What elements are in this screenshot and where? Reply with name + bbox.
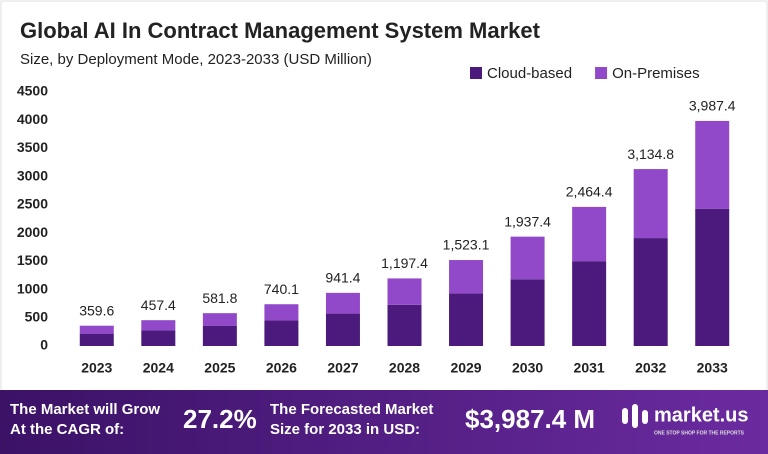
y-tick-label: 3000 <box>17 167 48 183</box>
y-tick-label: 1500 <box>17 252 48 268</box>
bar-segment <box>449 293 484 346</box>
y-tick-label: 2500 <box>17 196 48 212</box>
y-tick-label: 0 <box>40 337 48 353</box>
bar-segment <box>387 278 422 305</box>
bar-segment <box>695 120 730 209</box>
x-tick-label: 2030 <box>512 360 543 376</box>
forecast-text: Size for 2033 in USD: <box>270 421 420 438</box>
total-label: 581.8 <box>202 290 237 306</box>
bar-segment <box>202 325 237 346</box>
bar-segment <box>79 333 114 346</box>
total-label: 1,197.4 <box>381 255 428 271</box>
chart-subtitle: Size, by Deployment Mode, 2023-2033 (USD… <box>20 51 372 68</box>
y-tick-label: 2000 <box>17 224 48 240</box>
bar-segment <box>572 261 607 346</box>
cagr-text: At the CAGR of: <box>10 421 124 438</box>
legend-label: On-Premises <box>612 65 700 82</box>
x-tick-label: 2025 <box>204 360 235 376</box>
x-tick-label: 2031 <box>574 360 605 376</box>
bar-segment <box>695 208 730 346</box>
total-label: 3,134.8 <box>627 146 674 162</box>
brand-name: market.us <box>654 404 749 426</box>
total-label: 3,987.4 <box>689 98 736 114</box>
x-tick-label: 2023 <box>81 360 112 376</box>
bar-segment <box>449 260 484 294</box>
x-tick-label: 2026 <box>266 360 297 376</box>
x-tick-label: 2033 <box>697 360 728 376</box>
bar-segment <box>325 292 360 314</box>
y-tick-label: 500 <box>25 308 49 324</box>
brand-logo <box>622 404 648 428</box>
brand-tagline: ONE STOP SHOP FOR THE REPORTS <box>654 430 745 436</box>
x-tick-label: 2028 <box>389 360 420 376</box>
bar-segment <box>387 304 422 346</box>
x-tick-label: 2032 <box>635 360 666 376</box>
bar-segment <box>141 320 176 331</box>
bar-segment <box>510 279 545 346</box>
bar-segment <box>202 313 237 326</box>
forecast-text: The Forecasted Market <box>270 401 433 418</box>
bar-segment <box>572 206 607 262</box>
total-label: 457.4 <box>141 297 176 313</box>
bar-segment <box>141 330 176 346</box>
bar-segment <box>633 238 668 346</box>
total-label: 740.1 <box>264 281 299 297</box>
total-label: 1,937.4 <box>504 213 551 229</box>
forecast-value: $3,987.4 M <box>465 404 595 434</box>
legend-swatch <box>595 67 608 79</box>
total-label: 1,523.1 <box>443 237 490 253</box>
cagr-text: The Market will Grow <box>10 401 160 418</box>
bar-segment <box>264 320 299 346</box>
footer-banner <box>0 390 768 454</box>
bar-segment <box>264 304 299 321</box>
total-label: 359.6 <box>79 302 114 318</box>
bar-segment <box>79 325 114 334</box>
x-tick-label: 2027 <box>327 360 358 376</box>
total-label: 941.4 <box>325 270 360 286</box>
y-tick-label: 1000 <box>17 280 48 296</box>
legend-label: Cloud-based <box>487 65 572 82</box>
chart-title: Global AI In Contract Management System … <box>20 18 541 43</box>
x-tick-label: 2029 <box>450 360 481 376</box>
legend-swatch <box>470 67 482 79</box>
y-tick-label: 4500 <box>17 83 48 99</box>
y-tick-label: 4000 <box>17 111 48 127</box>
bar-segment <box>510 236 545 280</box>
y-tick-label: 3500 <box>17 139 48 155</box>
total-label: 2,464.4 <box>566 184 613 200</box>
cagr-value: 27.2% <box>183 404 257 434</box>
x-tick-label: 2024 <box>143 360 174 376</box>
bar-segment <box>325 313 360 346</box>
bar-segment <box>633 169 668 239</box>
